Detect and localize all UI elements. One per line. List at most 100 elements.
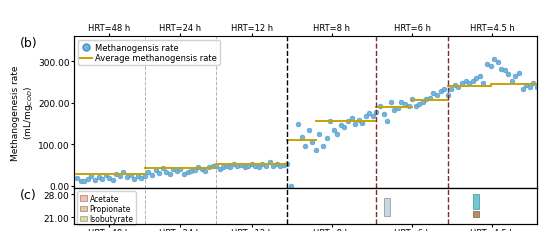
- Methanogensis rate: [173, 169, 181, 173]
- Methanogensis rate: [305, 128, 313, 132]
- Methanogensis rate: [197, 167, 206, 171]
- Methanogensis rate: [465, 81, 474, 85]
- Methanogensis rate: [215, 167, 224, 171]
- Methanogensis rate: [166, 172, 174, 176]
- Bar: [473, 211, 480, 217]
- Methanogensis rate: [340, 126, 349, 130]
- Methanogensis rate: [144, 171, 153, 174]
- Methanogensis rate: [226, 166, 235, 170]
- Methanogensis rate: [251, 164, 259, 168]
- Methanogensis rate: [408, 98, 416, 102]
- Methanogensis rate: [308, 140, 317, 144]
- Methanogensis rate: [482, 63, 491, 67]
- Methanogensis rate: [315, 132, 324, 136]
- Methanogensis rate: [354, 119, 363, 122]
- Methanogensis rate: [490, 58, 499, 61]
- Methanogensis rate: [379, 113, 388, 116]
- Methanogensis rate: [461, 80, 470, 83]
- Methanogensis rate: [529, 81, 537, 85]
- Methanogensis rate: [108, 178, 117, 182]
- Methanogensis rate: [479, 81, 488, 85]
- Methanogensis rate: [222, 164, 231, 168]
- Methanogensis rate: [454, 86, 463, 90]
- Methanogensis rate: [358, 122, 367, 126]
- Methanogensis rate: [87, 175, 96, 179]
- Methanogensis rate: [244, 164, 252, 168]
- Methanogensis rate: [80, 180, 89, 183]
- Methanogensis rate: [525, 86, 534, 90]
- Methanogensis rate: [444, 94, 452, 97]
- Methanogensis rate: [336, 124, 345, 128]
- Methanogensis rate: [390, 109, 398, 112]
- Methanogensis rate: [272, 162, 281, 166]
- Methanogensis rate: [294, 123, 302, 126]
- Methanogensis rate: [105, 176, 113, 180]
- Methanogensis rate: [404, 105, 413, 108]
- Methanogensis rate: [148, 174, 156, 177]
- Methanogensis rate: [83, 178, 92, 181]
- Methanogensis rate: [219, 166, 228, 170]
- Methanogensis rate: [301, 145, 310, 148]
- Methanogensis rate: [262, 164, 270, 168]
- Methanogensis rate: [183, 171, 192, 174]
- Methanogensis rate: [130, 178, 138, 181]
- Methanogensis rate: [500, 69, 509, 73]
- Methanogensis rate: [440, 88, 449, 92]
- Methanogensis rate: [514, 71, 523, 75]
- Methanogensis rate: [297, 135, 306, 139]
- Methanogensis rate: [475, 75, 484, 79]
- Methanogensis rate: [326, 120, 335, 124]
- Methanogensis rate: [486, 65, 495, 69]
- Methanogensis rate: [312, 149, 320, 152]
- Methanogensis rate: [258, 162, 267, 166]
- Methanogensis rate: [240, 166, 249, 170]
- Methanogensis rate: [511, 75, 520, 79]
- Methanogensis rate: [351, 123, 360, 126]
- Methanogensis rate: [190, 168, 199, 172]
- Methanogensis rate: [269, 165, 277, 169]
- Methanogensis rate: [287, 184, 295, 188]
- Methanogensis rate: [229, 162, 238, 166]
- Methanogensis rate: [98, 177, 106, 181]
- Methanogensis rate: [522, 84, 530, 88]
- Legend: Methanogensis rate, Average methanogensis rate: Methanogensis rate, Average methanogensi…: [78, 41, 220, 66]
- Methanogensis rate: [333, 132, 342, 136]
- Methanogensis rate: [518, 88, 527, 92]
- Methanogensis rate: [255, 166, 263, 170]
- Methanogensis rate: [176, 167, 185, 171]
- Methanogensis rate: [116, 175, 124, 179]
- Methanogensis rate: [386, 100, 395, 104]
- Methanogensis rate: [112, 172, 120, 176]
- Methanogensis rate: [194, 165, 203, 169]
- Methanogensis rate: [365, 112, 374, 116]
- Methanogensis rate: [393, 106, 402, 110]
- Methanogensis rate: [73, 176, 82, 180]
- Methanogensis rate: [429, 92, 438, 96]
- Methanogensis rate: [493, 61, 502, 64]
- Methanogensis rate: [90, 178, 99, 182]
- Methanogensis rate: [504, 73, 513, 77]
- Methanogensis rate: [119, 171, 128, 174]
- Methanogensis rate: [126, 173, 135, 177]
- Methanogensis rate: [123, 176, 131, 179]
- Methanogensis rate: [101, 174, 110, 177]
- Methanogensis rate: [472, 77, 481, 81]
- Methanogensis rate: [94, 176, 103, 179]
- Methanogensis rate: [187, 170, 196, 173]
- Methanogensis rate: [368, 115, 377, 118]
- Text: (b): (b): [20, 37, 38, 50]
- Methanogensis rate: [433, 94, 441, 98]
- Methanogensis rate: [137, 176, 146, 180]
- Methanogensis rate: [451, 84, 459, 88]
- Methanogensis rate: [237, 163, 245, 167]
- Y-axis label: Methanogenesis rate
(mL/mg$_{COD}$): Methanogenesis rate (mL/mg$_{COD}$): [11, 65, 35, 160]
- Methanogensis rate: [204, 165, 213, 169]
- Methanogensis rate: [343, 120, 352, 124]
- Methanogensis rate: [447, 88, 456, 92]
- Methanogensis rate: [397, 100, 406, 104]
- Methanogensis rate: [212, 165, 221, 169]
- Methanogensis rate: [383, 120, 391, 124]
- Methanogensis rate: [208, 164, 217, 168]
- Methanogensis rate: [141, 174, 149, 178]
- Methanogensis rate: [415, 103, 423, 106]
